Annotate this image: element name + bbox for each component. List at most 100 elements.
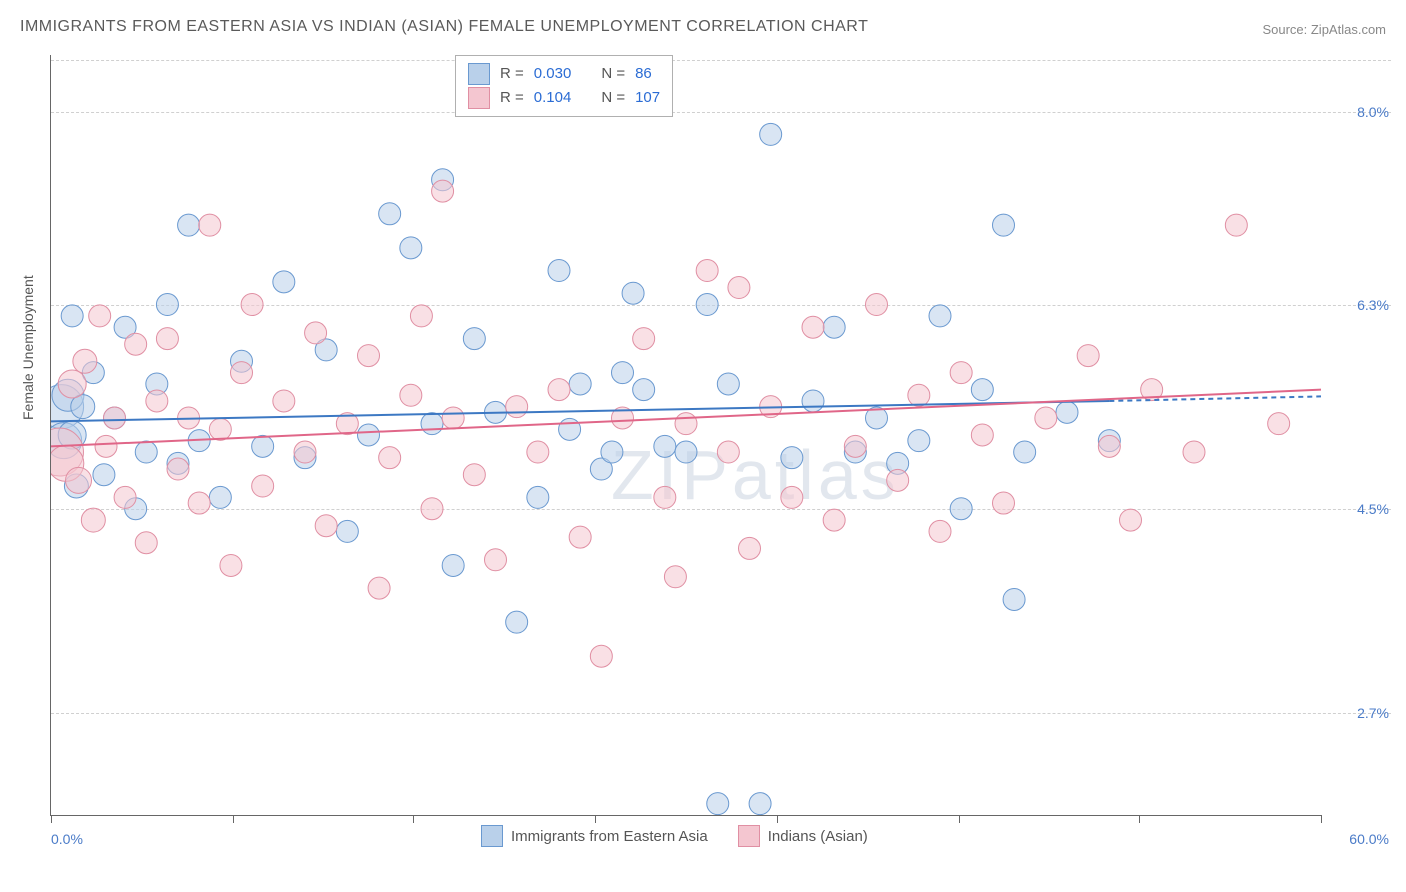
x-tick xyxy=(51,815,52,823)
data-point xyxy=(707,793,729,815)
data-point xyxy=(104,407,126,429)
x-axis-max-label: 60.0% xyxy=(1349,831,1389,847)
data-point xyxy=(717,441,739,463)
data-point xyxy=(717,373,739,395)
data-point xyxy=(866,294,888,316)
scatter-chart xyxy=(51,55,1321,815)
data-point xyxy=(993,214,1015,236)
data-point xyxy=(675,413,697,435)
legend-n-label: N = xyxy=(601,86,625,110)
data-point xyxy=(654,435,676,457)
trend-line xyxy=(51,401,1109,421)
bottom-legend-item: Indians (Asian) xyxy=(738,825,868,847)
chart-title: IMMIGRANTS FROM EASTERN ASIA VS INDIAN (… xyxy=(20,18,868,36)
data-point xyxy=(760,123,782,145)
legend-n-label: N = xyxy=(601,62,625,86)
data-point xyxy=(58,370,86,398)
data-point xyxy=(432,180,454,202)
data-point xyxy=(548,260,570,282)
data-point xyxy=(802,316,824,338)
data-point xyxy=(569,373,591,395)
data-point xyxy=(305,322,327,344)
data-point xyxy=(612,362,634,384)
data-point xyxy=(781,447,803,469)
data-point xyxy=(231,362,253,384)
data-point xyxy=(273,390,295,412)
data-point xyxy=(252,435,274,457)
data-point xyxy=(590,645,612,667)
data-point xyxy=(315,515,337,537)
data-point xyxy=(664,566,686,588)
data-point xyxy=(125,333,147,355)
data-point xyxy=(929,305,951,327)
data-point xyxy=(114,486,136,508)
data-point xyxy=(167,458,189,480)
legend-r-value: 0.104 xyxy=(534,86,572,110)
data-point xyxy=(696,294,718,316)
data-point xyxy=(61,305,83,327)
data-point xyxy=(506,611,528,633)
data-point xyxy=(400,384,422,406)
data-point xyxy=(209,418,231,440)
data-point xyxy=(156,294,178,316)
data-point xyxy=(1225,214,1247,236)
y-tick-label: 6.3% xyxy=(1357,297,1389,313)
legend-n-value: 107 xyxy=(635,86,660,110)
data-point xyxy=(358,424,380,446)
data-point xyxy=(209,486,231,508)
data-point xyxy=(1056,401,1078,423)
legend-r-label: R = xyxy=(500,62,524,86)
data-point xyxy=(421,413,443,435)
data-point xyxy=(929,520,951,542)
y-tick-label: 4.5% xyxy=(1357,501,1389,517)
legend-swatch xyxy=(738,825,760,847)
series-label: Indians (Asian) xyxy=(768,828,868,845)
data-point xyxy=(81,508,105,532)
data-point xyxy=(379,447,401,469)
data-point xyxy=(739,537,761,559)
data-point xyxy=(527,441,549,463)
data-point xyxy=(336,520,358,542)
data-point xyxy=(802,390,824,412)
data-point xyxy=(273,271,295,293)
data-point xyxy=(654,486,676,508)
data-point xyxy=(178,214,200,236)
data-point xyxy=(241,294,263,316)
plot-area: ZIPatlas 0.0% 60.0% Immigrants from East… xyxy=(50,55,1321,816)
data-point xyxy=(93,464,115,486)
data-point xyxy=(66,467,92,493)
correlation-legend: R =0.030N = 86R =0.104N =107 xyxy=(455,55,673,117)
data-point xyxy=(135,441,157,463)
data-point xyxy=(622,282,644,304)
data-point xyxy=(548,379,570,401)
data-point xyxy=(1035,407,1057,429)
data-point xyxy=(696,260,718,282)
data-point xyxy=(421,498,443,520)
bottom-legend-item: Immigrants from Eastern Asia xyxy=(481,825,708,847)
data-point xyxy=(146,390,168,412)
data-point xyxy=(1120,509,1142,531)
data-point xyxy=(527,486,549,508)
data-point xyxy=(199,214,221,236)
series-label: Immigrants from Eastern Asia xyxy=(511,828,708,845)
data-point xyxy=(1003,588,1025,610)
data-point xyxy=(135,532,157,554)
data-point xyxy=(442,407,464,429)
data-point xyxy=(971,424,993,446)
x-tick xyxy=(777,815,778,823)
data-point xyxy=(908,430,930,452)
legend-r-value: 0.030 xyxy=(534,62,572,86)
legend-r-label: R = xyxy=(500,86,524,110)
data-point xyxy=(252,475,274,497)
data-point xyxy=(156,328,178,350)
bottom-legend: Immigrants from Eastern Asia Indians (Asi… xyxy=(481,825,868,847)
data-point xyxy=(379,203,401,225)
data-point xyxy=(73,349,97,373)
data-point xyxy=(89,305,111,327)
data-point xyxy=(463,464,485,486)
data-point xyxy=(601,441,623,463)
data-point xyxy=(506,396,528,418)
x-tick xyxy=(959,815,960,823)
data-point xyxy=(368,577,390,599)
legend-row: R = 0.104 N = 107 xyxy=(468,86,660,110)
